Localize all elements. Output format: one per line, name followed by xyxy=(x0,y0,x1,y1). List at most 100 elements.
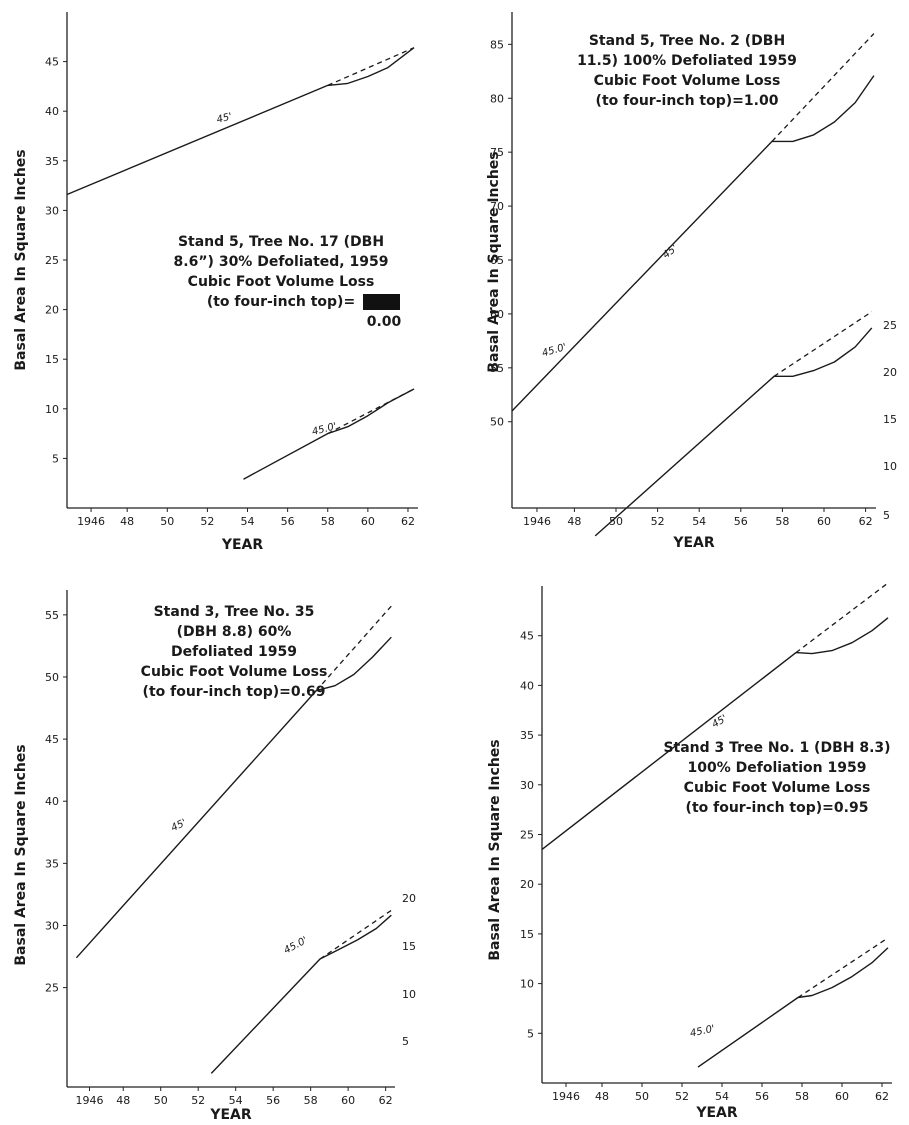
x-tick-label: 62 xyxy=(401,515,415,528)
x-tick-label: 1946 xyxy=(523,515,551,528)
series-line-projected xyxy=(795,582,889,654)
chart-panel-1: 1946 48 50 52 54 56 58 60 62 5 10 15 20 25 30 35 40 45 Bas… xyxy=(13,12,418,553)
chart-annotation: Stand 3 Tree No. 1 (DBH 8.3) 100% Defolia… xyxy=(663,740,890,816)
x-tick-label: 60 xyxy=(835,1090,849,1103)
y-tick-label: 15 xyxy=(520,928,534,941)
x-axis-title: YEAR xyxy=(672,535,715,551)
y-tick-label: 5 xyxy=(52,452,59,465)
annotation-line: (to four-inch top)=0.95 xyxy=(686,800,869,816)
x-tick-label: 48 xyxy=(595,1090,609,1103)
chart-panel-4: 1946 48 50 52 54 56 58 60 62 5 10 15 20 25 30 35 40 45 Bas… xyxy=(487,582,892,1121)
right-scale-label: 10 xyxy=(402,988,416,1001)
y-tick-label: 85 xyxy=(490,38,504,51)
y-tick-label: 35 xyxy=(45,857,59,870)
y-tick-label: 5 xyxy=(527,1027,534,1040)
chart-panel-2: 1946 48 50 52 54 56 58 60 62 50 55 60 65 70 75 80 85 25 20… xyxy=(486,12,897,551)
x-tick-label: 52 xyxy=(200,515,214,528)
redaction-block xyxy=(363,294,400,310)
y-tick-label: 60 xyxy=(490,308,504,321)
series-line-actual xyxy=(75,636,392,959)
annotation-line: Cubic Foot Volume Loss xyxy=(594,73,781,89)
x-axis-title: YEAR xyxy=(209,1107,252,1123)
y-tick-label: 10 xyxy=(520,978,534,991)
annotation-line: Defoliated 1959 xyxy=(171,644,297,660)
x-tick-label: 48 xyxy=(567,515,581,528)
x-tick-label: 1946 xyxy=(75,1094,103,1107)
annotation-line: (to four-inch top)=1.00 xyxy=(596,93,779,109)
x-tick-label: 52 xyxy=(651,515,665,528)
series-line-projected xyxy=(319,909,392,960)
annotation-line: Stand 3 Tree No. 1 (DBH 8.3) xyxy=(663,740,890,756)
x-tick-label: 62 xyxy=(379,1094,393,1107)
right-scale-label: 5 xyxy=(402,1035,409,1048)
right-scale-label: 15 xyxy=(402,940,416,953)
y-tick-label: 50 xyxy=(490,416,504,429)
y-tick-label: 55 xyxy=(45,609,59,622)
x-tick-label: 58 xyxy=(775,515,789,528)
y-tick-label: 65 xyxy=(490,254,504,267)
x-tick-label: 62 xyxy=(859,515,873,528)
x-tick-label: 50 xyxy=(154,1094,168,1107)
y-tick-label: 20 xyxy=(520,878,534,891)
y-tick-label: 40 xyxy=(45,795,59,808)
y-tick-label: 40 xyxy=(520,679,534,692)
annotation-line: Cubic Foot Volume Loss xyxy=(684,780,871,796)
series-line-actual xyxy=(594,327,873,537)
x-tick-label: 50 xyxy=(635,1090,649,1103)
y-axis-title: Basal Area In Square Inches xyxy=(487,739,503,960)
x-tick-label: 56 xyxy=(281,515,295,528)
series-line-actual xyxy=(66,47,415,196)
x-tick-label: 54 xyxy=(692,515,706,528)
annotation-line: 100% Defoliation 1959 xyxy=(688,760,867,776)
x-tick-label: 54 xyxy=(241,515,255,528)
right-scale-label: 5 xyxy=(883,509,890,522)
x-axis-title: YEAR xyxy=(695,1105,738,1121)
series-line-projected xyxy=(797,937,889,999)
series-height-label: 45' xyxy=(216,111,234,125)
annotation-line: Cubic Foot Volume Loss xyxy=(188,274,375,290)
series-line-actual xyxy=(511,75,875,412)
y-tick-label: 35 xyxy=(520,729,534,742)
y-tick-label: 30 xyxy=(45,204,59,217)
series-line-projected xyxy=(327,388,415,435)
x-tick-label: 54 xyxy=(229,1094,243,1107)
right-scale-label: 25 xyxy=(883,319,897,332)
x-tick-label: 56 xyxy=(734,515,748,528)
chart-annotation: Stand 5, Tree No. 17 (DBH 8.6”) 30% Defol… xyxy=(174,234,402,330)
y-tick-label: 25 xyxy=(45,982,59,995)
x-tick-label: 56 xyxy=(266,1094,280,1107)
x-tick-label: 52 xyxy=(191,1094,205,1107)
x-tick-label: 48 xyxy=(120,515,134,528)
y-tick-label: 50 xyxy=(45,671,59,684)
annotation-line: Stand 3, Tree No. 35 xyxy=(154,604,315,620)
y-tick-label: 25 xyxy=(45,254,59,267)
x-tick-label: 58 xyxy=(304,1094,318,1107)
y-tick-label: 30 xyxy=(520,779,534,792)
y-tick-label: 75 xyxy=(490,146,504,159)
x-tick-label: 60 xyxy=(341,1094,355,1107)
y-tick-label: 25 xyxy=(520,829,534,842)
series-line-actual xyxy=(541,617,889,850)
series-line-projected xyxy=(315,605,392,692)
annotation-line: Stand 5, Tree No. 2 (DBH xyxy=(589,33,785,49)
y-axis-title: Basal Area In Square Inches xyxy=(486,151,502,372)
annotation-line: (to four-inch top)=0.69 xyxy=(143,684,326,700)
x-axis-title: YEAR xyxy=(221,537,264,553)
x-tick-label: 60 xyxy=(817,515,831,528)
chart-annotation: Stand 5, Tree No. 2 (DBH 11.5) 100% Defol… xyxy=(577,33,797,109)
x-tick-label: 56 xyxy=(755,1090,769,1103)
annotation-line: (to four-inch top)= xyxy=(207,294,355,310)
y-tick-label: 40 xyxy=(45,105,59,118)
annotation-line: (DBH 8.8) 60% xyxy=(177,624,292,640)
series-line-projected xyxy=(771,33,875,142)
y-tick-label: 70 xyxy=(490,200,504,213)
x-tick-label: 60 xyxy=(361,515,375,528)
y-tick-label: 55 xyxy=(490,362,504,375)
y-tick-label: 30 xyxy=(45,919,59,932)
annotation-line: 8.6”) 30% Defoliated, 1959 xyxy=(174,254,389,270)
y-tick-label: 45 xyxy=(45,56,59,69)
y-axis-title: Basal Area In Square Inches xyxy=(13,149,29,370)
x-tick-label: 54 xyxy=(715,1090,729,1103)
y-tick-label: 45 xyxy=(45,733,59,746)
